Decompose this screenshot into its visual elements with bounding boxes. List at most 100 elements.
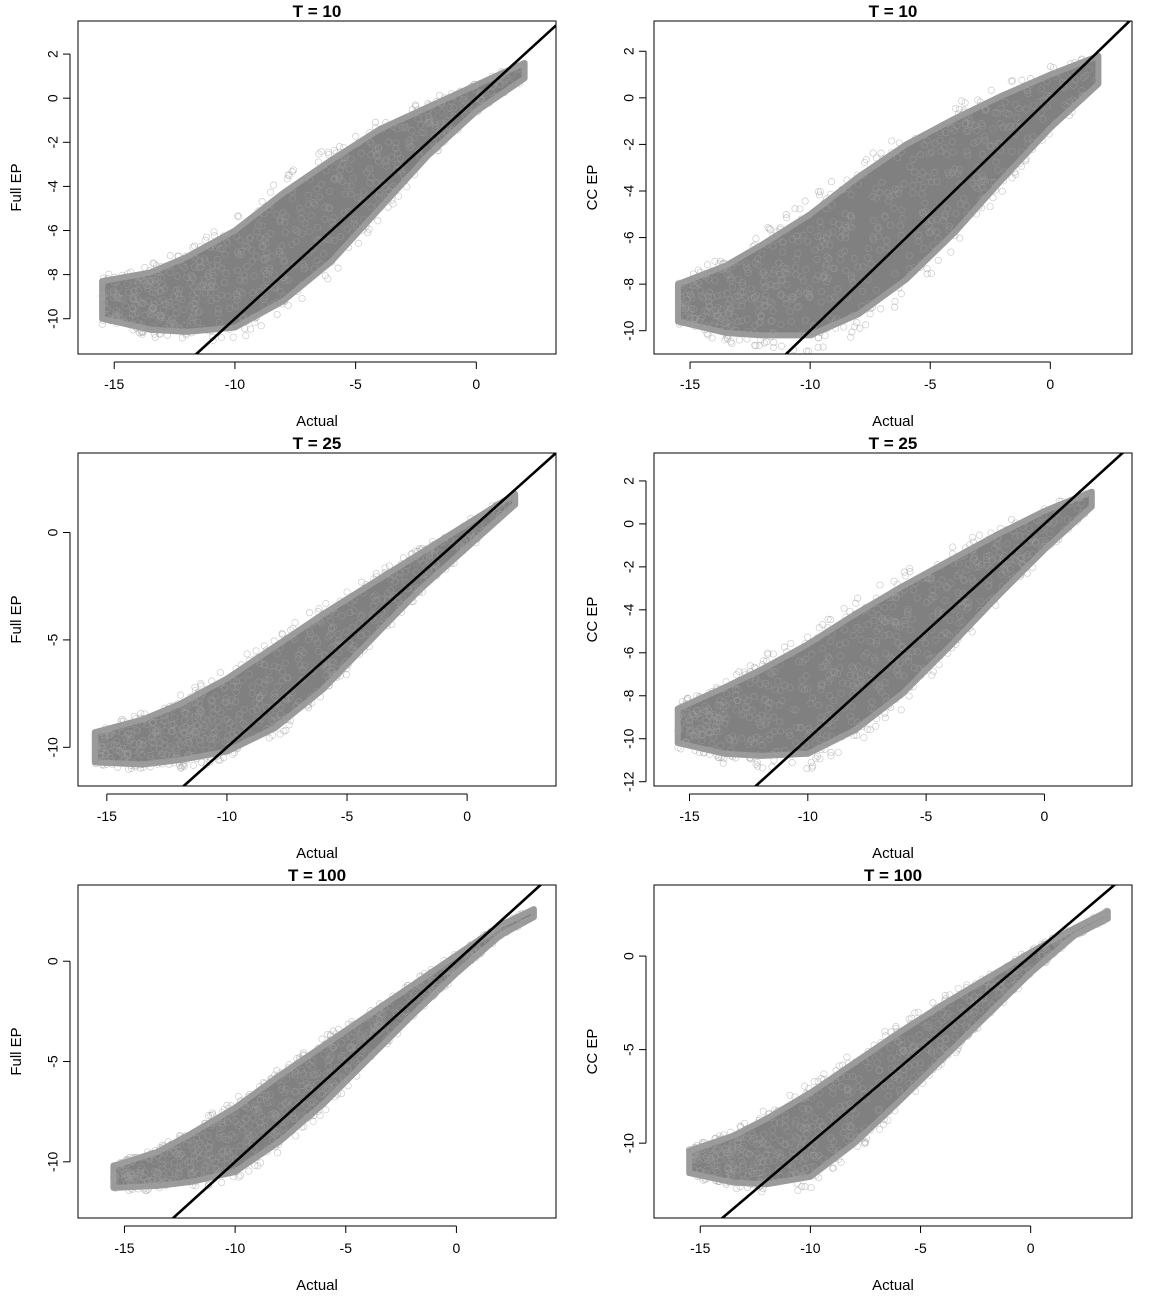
scatter-point (758, 250, 766, 258)
scatter-point (92, 760, 100, 768)
scatter-point (203, 1150, 211, 1158)
scatter-point (829, 1164, 837, 1172)
scatter-point (842, 613, 850, 621)
scatter-point (298, 1112, 306, 1120)
scatter-point (731, 685, 739, 693)
scatter-point (848, 718, 856, 726)
scatter-point (881, 603, 889, 611)
scatter-point (960, 195, 968, 203)
scatter-point (262, 646, 270, 654)
scatter-point (196, 704, 204, 713)
scatter-point (345, 639, 354, 647)
scatter-point (898, 206, 906, 214)
scatter-point (699, 1176, 707, 1184)
scatter-point (812, 754, 820, 762)
scatter-point (440, 957, 448, 965)
scatter-point (974, 164, 982, 172)
scatter-point (108, 760, 116, 768)
scatter-point (342, 658, 350, 666)
scatter-point (736, 1183, 744, 1191)
scatter-point (138, 320, 146, 329)
plot-frame (653, 884, 1133, 1219)
scatter-point (217, 291, 225, 299)
scatter-point (420, 129, 428, 137)
scatter-point (793, 1179, 801, 1187)
scatter-point (873, 715, 881, 723)
scatter-point (367, 203, 375, 211)
scatter-point (180, 762, 188, 770)
scatter-point (338, 1052, 346, 1060)
scatter-point (204, 269, 213, 277)
scatter-point (834, 285, 842, 293)
scatter-point (204, 1112, 213, 1120)
scatter-point (201, 721, 209, 730)
scatter-point (699, 749, 708, 757)
scatter-point (130, 294, 138, 302)
scatter-point (328, 218, 336, 226)
scatter-point (256, 1118, 264, 1126)
scatter-point (324, 633, 332, 641)
scatter-point (841, 230, 850, 238)
scatter-point (922, 207, 930, 215)
scatter-point (901, 572, 910, 580)
scatter-point (854, 594, 862, 602)
scatter-point (675, 726, 683, 734)
scatter-point (773, 282, 781, 290)
scatter-point (260, 689, 268, 697)
scatter-point (460, 92, 469, 100)
scatter-point (362, 581, 370, 589)
scatter-point (146, 310, 154, 318)
scatter-point (676, 319, 685, 327)
scatter-point (875, 232, 883, 240)
scatter-point (817, 714, 825, 722)
scatter-point (832, 1078, 840, 1086)
scatter-point (813, 255, 821, 263)
chart-title: T = 100 (288, 866, 346, 885)
scatter-point (424, 108, 432, 116)
scatter-point (516, 919, 524, 927)
scatter-point (959, 991, 967, 999)
scatter-point (368, 615, 376, 623)
scatter-point (190, 1157, 199, 1165)
scatter-point (714, 701, 722, 709)
scatter-point (427, 979, 435, 987)
scatter-point (252, 252, 260, 261)
scatter-point (189, 274, 197, 282)
scatter-point (337, 1054, 345, 1062)
y-axis-label: CC EP (584, 1029, 601, 1075)
scatter-point (893, 153, 901, 162)
scatter-point (303, 1056, 311, 1064)
scatter-point (846, 671, 854, 679)
scatter-point (459, 522, 467, 530)
scatter-point (167, 727, 175, 736)
scatter-point (148, 738, 156, 746)
scatter-point (897, 148, 905, 156)
scatter-point (892, 622, 900, 630)
scatter-point (238, 289, 247, 297)
scatter-point (808, 331, 816, 339)
scatter-point (1046, 530, 1054, 538)
scatter-point (440, 969, 448, 977)
scatter-point (837, 249, 845, 257)
scatter-point (824, 623, 832, 632)
scatter-point (875, 624, 883, 632)
scatter-point (293, 227, 301, 236)
scatter-point (963, 983, 971, 991)
scatter-point (956, 200, 964, 208)
scatter-point (874, 1106, 882, 1114)
scatter-point (178, 724, 186, 732)
scatter-point (325, 204, 333, 212)
scatter-point (500, 89, 508, 97)
scatter-point (753, 1149, 761, 1158)
scatter-point (976, 202, 984, 210)
scatter-point (836, 641, 844, 649)
scatter-point (741, 703, 749, 711)
scatter-point (687, 314, 695, 322)
scatter-point (1039, 115, 1047, 123)
scatter-point (836, 1073, 844, 1081)
scatter-point (329, 1083, 337, 1091)
scatter-point (154, 732, 162, 740)
scatter-point (454, 126, 462, 134)
scatter-point (768, 1177, 776, 1185)
scatter-point (841, 221, 849, 229)
